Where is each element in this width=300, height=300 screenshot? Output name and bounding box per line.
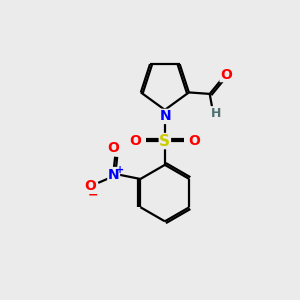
Text: O: O bbox=[84, 179, 96, 194]
Text: H: H bbox=[211, 107, 221, 120]
Text: O: O bbox=[108, 141, 120, 155]
Text: O: O bbox=[189, 134, 200, 148]
Text: −: − bbox=[88, 188, 98, 201]
Text: N: N bbox=[160, 110, 171, 123]
Text: S: S bbox=[159, 134, 170, 148]
Text: O: O bbox=[129, 134, 141, 148]
Text: O: O bbox=[220, 68, 232, 82]
Text: N: N bbox=[108, 167, 119, 182]
Text: +: + bbox=[116, 165, 124, 175]
